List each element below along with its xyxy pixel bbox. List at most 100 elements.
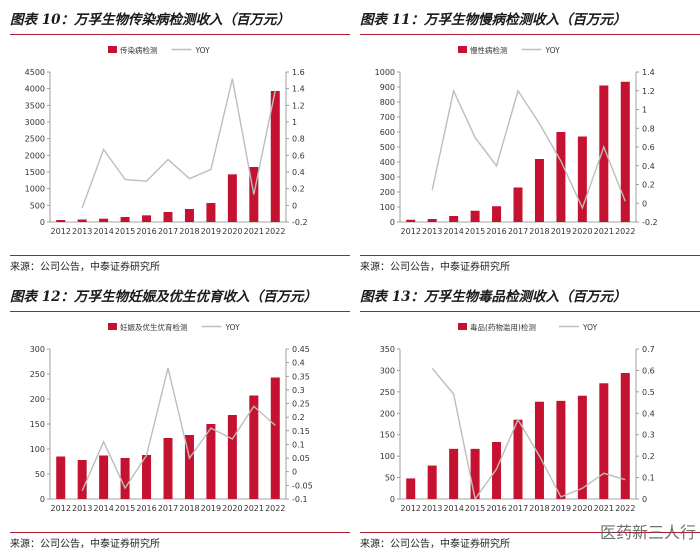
x-tick-label: 2021 [244,227,264,236]
bar [427,465,437,499]
x-tick-label: 2022 [265,227,285,236]
right-tick-label: 0.6 [642,366,655,375]
x-tick-label: 2014 [93,504,113,513]
chart-panel-13: 图表 13：万孚生物毒品检测收入（百万元） 毒品(药物滥用)检测 YOY 0 50 10… [360,285,700,557]
x-tick-label: 2020 [572,504,592,513]
x-tick-label: 2015 [465,504,485,513]
bar [184,209,194,222]
left-tick-label: 400 [380,158,395,167]
right-tick-label: 0.5 [642,388,655,397]
legend-label-bar: 传染病检测 [120,45,158,55]
x-tick-label: 2012 [51,227,71,236]
bar [56,220,66,222]
chart-svg: 毒品(药物滥用)检测 YOY 0 50 100 150 200 250 300 350 0 0.1 0.… [380,322,655,513]
bar [449,216,459,222]
left-tick-label: 150 [380,431,395,440]
left-tick-label: 1000 [25,185,45,194]
x-tick-label: 2012 [401,504,421,513]
source-rule [360,255,700,256]
right-tick-label: 0.2 [292,185,305,194]
bar [206,424,216,499]
bar [99,455,109,499]
x-tick-label: 2016 [136,227,156,236]
source-rule [10,532,350,533]
x-tick-label: 2021 [594,504,614,513]
left-tick-label: 1000 [375,68,395,77]
bar [492,442,502,499]
chart-panel-11: 图表 11：万孚生物慢病检测收入（百万元） 慢性病检测 YOY 0 100 200 300… [360,8,700,280]
title-rule [360,311,700,312]
right-tick-label: 0 [642,495,647,504]
right-tick-label: 1.2 [642,87,655,96]
left-tick-label: 100 [380,203,395,212]
bar [406,219,416,222]
legend: 慢性病检测 YOY [458,45,560,55]
chart-title: 图表 13：万孚生物毒品检测收入（百万元） [360,289,627,305]
x-tick-label: 2020 [222,504,242,513]
x-tick-label: 2015 [115,504,135,513]
right-tick-label: -0.1 [292,495,308,504]
yoy-line [431,88,626,210]
right-tick-label: -0.2 [642,218,658,227]
title-rule [360,34,700,35]
bar [99,218,109,222]
legend: 毒品(药物滥用)检测 YOY [458,322,598,332]
bar [163,438,173,499]
bar [470,210,480,222]
legend: 传染病检测 YOY [108,45,210,55]
bar [56,456,66,499]
bar [270,91,280,222]
bar [620,81,630,222]
left-tick-label: 0 [390,495,395,504]
left-tick-label: 2000 [25,151,45,160]
left-tick-label: 300 [380,173,395,182]
x-tick-label: 2016 [136,504,156,513]
bar [577,395,587,499]
legend-label-bar: 妊娠及优生优育检测 [120,322,188,332]
x-tick-label: 2019 [201,227,221,236]
bar [599,383,609,499]
source-note: 来源：公司公告，中泰证券研究所 [10,262,160,273]
x-tick-label: 2017 [508,504,528,513]
yoy-line [431,367,626,501]
yoy-line [81,78,276,209]
legend-swatch-bar [458,46,467,53]
x-tick-label: 2022 [265,504,285,513]
right-tick-label: 0.1 [642,474,655,483]
x-tick-label: 2017 [158,504,178,513]
right-tick-label: 1.4 [642,68,655,77]
chart-title: 图表 11：万孚生物慢病检测收入（百万元） [360,12,627,28]
right-tick-label: 0.4 [642,409,655,418]
x-tick-label: 2014 [93,227,113,236]
right-tick-label: 1 [292,118,297,127]
x-tick-label: 2018 [529,227,549,236]
chart-panel-12: 图表 12：万孚生物妊娠及优生优育收入（百万元） 妊娠及优生优育检测 YOY 0 50… [10,285,350,557]
left-tick-label: 2500 [25,135,45,144]
legend-swatch-bar [108,323,117,330]
x-tick-label: 2020 [572,227,592,236]
bar [449,448,459,499]
legend-swatch-bar [108,46,117,53]
right-tick-label: 0.3 [642,431,655,440]
chart-panel-10: 图表 10：万孚生物传染病检测收入（百万元） 传染病检测 YOY 0 500 1000 1… [10,8,350,280]
right-tick-label: 0.25 [292,400,310,409]
right-tick-label: 0.8 [292,135,305,144]
chart-svg: 传染病检测 YOY 0 500 1000 1500 2000 2500 3000 3500 4000… [25,45,308,236]
left-tick-label: 100 [380,452,395,461]
bar [577,136,587,222]
x-tick-label: 2018 [529,504,549,513]
x-tick-label: 2018 [179,504,199,513]
left-tick-label: 1500 [25,168,45,177]
bar [556,400,566,499]
right-tick-label: 0.15 [292,427,310,436]
left-tick-label: 0 [40,495,45,504]
right-tick-label: 0.4 [642,162,655,171]
x-tick-label: 2013 [72,227,92,236]
x-tick-label: 2019 [551,504,571,513]
source-note: 来源：公司公告，中泰证券研究所 [360,539,510,550]
source-rule [360,532,700,533]
legend: 妊娠及优生优育检测 YOY [108,322,240,332]
x-tick-label: 2017 [508,227,528,236]
right-tick-label: -0.2 [292,218,308,227]
right-tick-label: 0.4 [292,168,305,177]
